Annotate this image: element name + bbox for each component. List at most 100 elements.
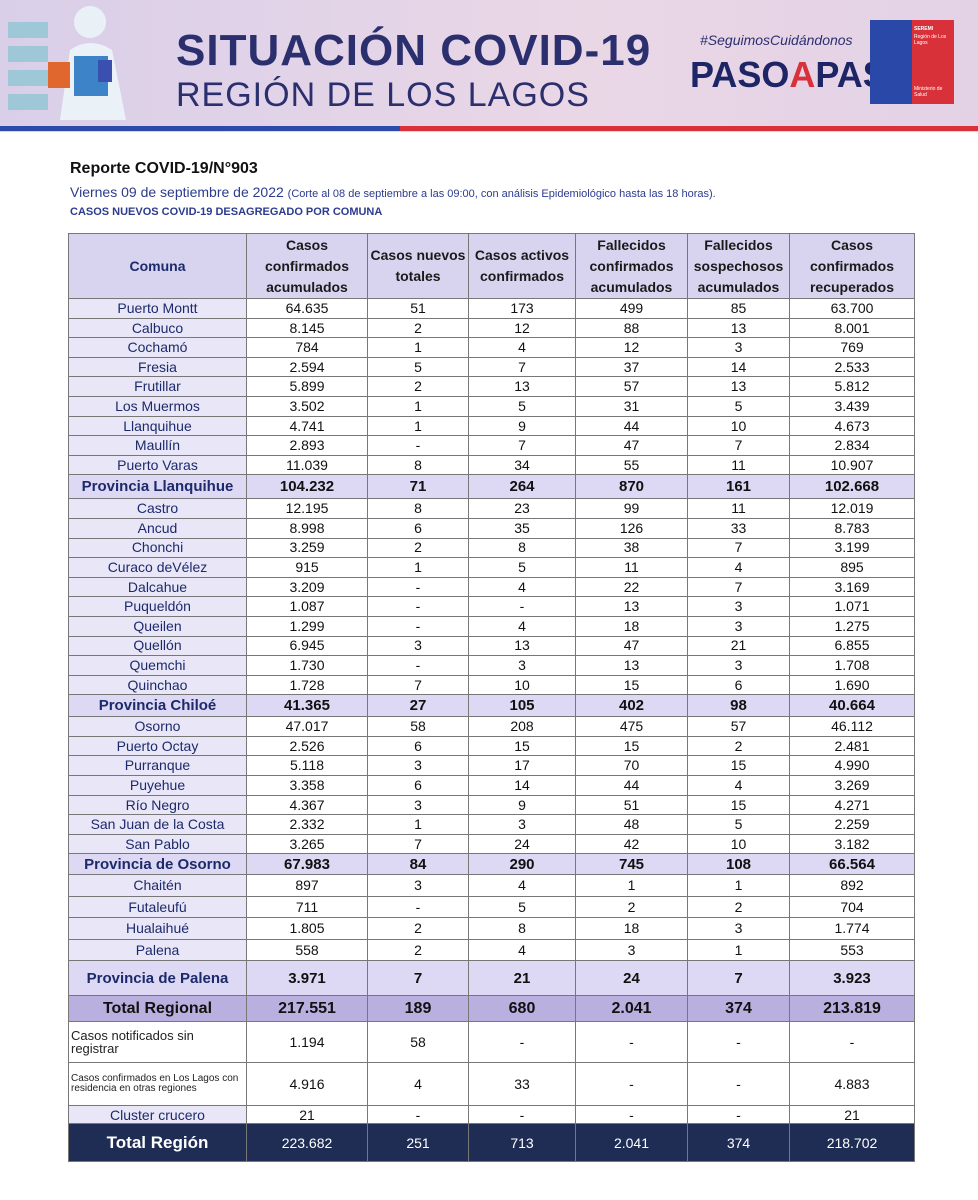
cell: 2.834: [789, 435, 915, 456]
cell: 12: [575, 337, 688, 358]
cell: 3.269: [789, 775, 915, 796]
cell: -: [575, 1021, 688, 1064]
table-row: Queilen 1.299-4 18 3 1.275: [68, 615, 915, 637]
cell: -: [789, 1021, 915, 1064]
row-label: Provincia Llanquihue: [68, 474, 247, 500]
cell: 711: [246, 895, 368, 919]
cell: 290: [468, 853, 576, 876]
cell: 70: [575, 755, 688, 777]
cell: 15: [468, 735, 576, 757]
cell: 1: [687, 874, 790, 897]
table-row: Puerto Montt 64.635 51 173 499 85 63.700: [68, 298, 915, 319]
cell: 3.971: [246, 960, 368, 997]
cell: 11.039: [246, 454, 368, 476]
cell: 3: [468, 655, 576, 676]
cell: 6.855: [789, 635, 915, 657]
cell: 2.041: [575, 1123, 688, 1163]
table-row: Puyehue 3.358 6 14 44 4 3.269: [68, 775, 915, 796]
cell: 47: [575, 635, 688, 657]
cell: 14: [468, 775, 576, 796]
table-row: Cochamó 784 1 4 12 3 769: [68, 337, 915, 358]
cell: 2.526: [246, 735, 368, 757]
cell: 3: [687, 337, 790, 358]
cell: 8.783: [789, 517, 915, 539]
logo-text: SEREMI: [914, 26, 934, 32]
stripe: [400, 126, 978, 131]
cell: 18: [575, 917, 688, 940]
cell: 915: [246, 557, 368, 578]
logo-text: Región de Los Lagos: [914, 34, 947, 46]
table-row: Calbuco 8.145 2 12 88 13 8.001: [68, 317, 915, 339]
cell: 21: [246, 1105, 368, 1125]
cell: 11: [575, 557, 688, 578]
cell: 4.916: [246, 1062, 368, 1107]
cell: 71: [367, 474, 469, 500]
cell: -: [367, 596, 469, 617]
row-label: Total Región: [68, 1123, 247, 1163]
cell: 63.700: [789, 298, 915, 319]
cell: 48: [575, 814, 688, 835]
cell: 680: [468, 995, 576, 1023]
cell: 3: [575, 938, 688, 962]
cell: 11: [687, 498, 790, 519]
cell: 161: [687, 474, 790, 500]
cell: 88: [575, 317, 688, 339]
cell: 4.673: [789, 415, 915, 437]
cell: 10: [687, 833, 790, 855]
table-row: Puqueldón 1.087- -13 3 1.071: [68, 596, 915, 617]
cell: 3.259: [246, 537, 368, 559]
cell: 189: [367, 995, 469, 1023]
cell: 1.275: [789, 615, 915, 637]
cell: 17: [468, 755, 576, 777]
cell: 4: [468, 938, 576, 962]
cell: 264: [468, 474, 576, 500]
cell: 7: [367, 960, 469, 997]
cell: 21: [687, 635, 790, 657]
cell: 217.551: [246, 995, 368, 1023]
cell: 704: [789, 895, 915, 919]
cell: 870: [575, 474, 688, 500]
cell: 1.071: [789, 596, 915, 617]
cell: 3: [687, 917, 790, 940]
table-row: Casos confirmados en Los Lagos con resid…: [68, 1062, 915, 1107]
table-row: Hualaihué 1.805 2 8 18 3 1.774: [68, 917, 915, 940]
cell: 33: [468, 1062, 576, 1107]
cell: 108: [687, 853, 790, 876]
hashtag: #SeguimosCuidándonos: [700, 32, 853, 48]
table-row: Provincia de Osorno 67.983 84 290 745 108 66.5…: [68, 853, 915, 876]
cell: 1: [687, 938, 790, 962]
cell: 37: [575, 356, 688, 378]
row-label: Cluster crucero: [68, 1105, 247, 1125]
cell: -: [687, 1021, 790, 1064]
table-row: Ancud 8.998 6 35 126 33 8.783: [68, 517, 915, 539]
cell: 1.299: [246, 615, 368, 637]
cell: 66.564: [789, 853, 915, 876]
cell: 9: [468, 415, 576, 437]
cell: 4.271: [789, 794, 915, 816]
cell: 173: [468, 298, 576, 319]
cell: -: [367, 895, 469, 919]
cell: 3: [367, 794, 469, 816]
table-row: Frutillar 5.899 2 13 57 13 5.812: [68, 376, 915, 397]
table-row: Puerto Octay 2.526 6 15 15 2 2.481: [68, 735, 915, 757]
table-row: Quinchao 1.728 7 10 15 6 1.690: [68, 674, 915, 696]
cell: 99: [575, 498, 688, 519]
cell: 2.893: [246, 435, 368, 456]
header: SITUACIÓN COVID-19 REGIÓN DE LOS LAGOS #…: [0, 0, 978, 132]
cell: 10: [687, 415, 790, 437]
cell: 5.899: [246, 376, 368, 397]
row-label: Hualaihué: [68, 917, 247, 940]
cell: 98: [687, 694, 790, 718]
cell: 3.182: [789, 833, 915, 855]
cell: 13: [575, 655, 688, 676]
cell: 3: [367, 755, 469, 777]
cell: 10.907: [789, 454, 915, 476]
row-label: Futaleufú: [68, 895, 247, 919]
subtitle: REGIÓN DE LOS LAGOS: [176, 76, 590, 114]
row-label: Fresia: [68, 356, 247, 378]
cell: 15: [575, 674, 688, 696]
cell: Fallecidos sospechosos acumulados: [687, 233, 790, 299]
row-label: Quinchao: [68, 674, 247, 696]
cell: 12: [468, 317, 576, 339]
cell: 55: [575, 454, 688, 476]
